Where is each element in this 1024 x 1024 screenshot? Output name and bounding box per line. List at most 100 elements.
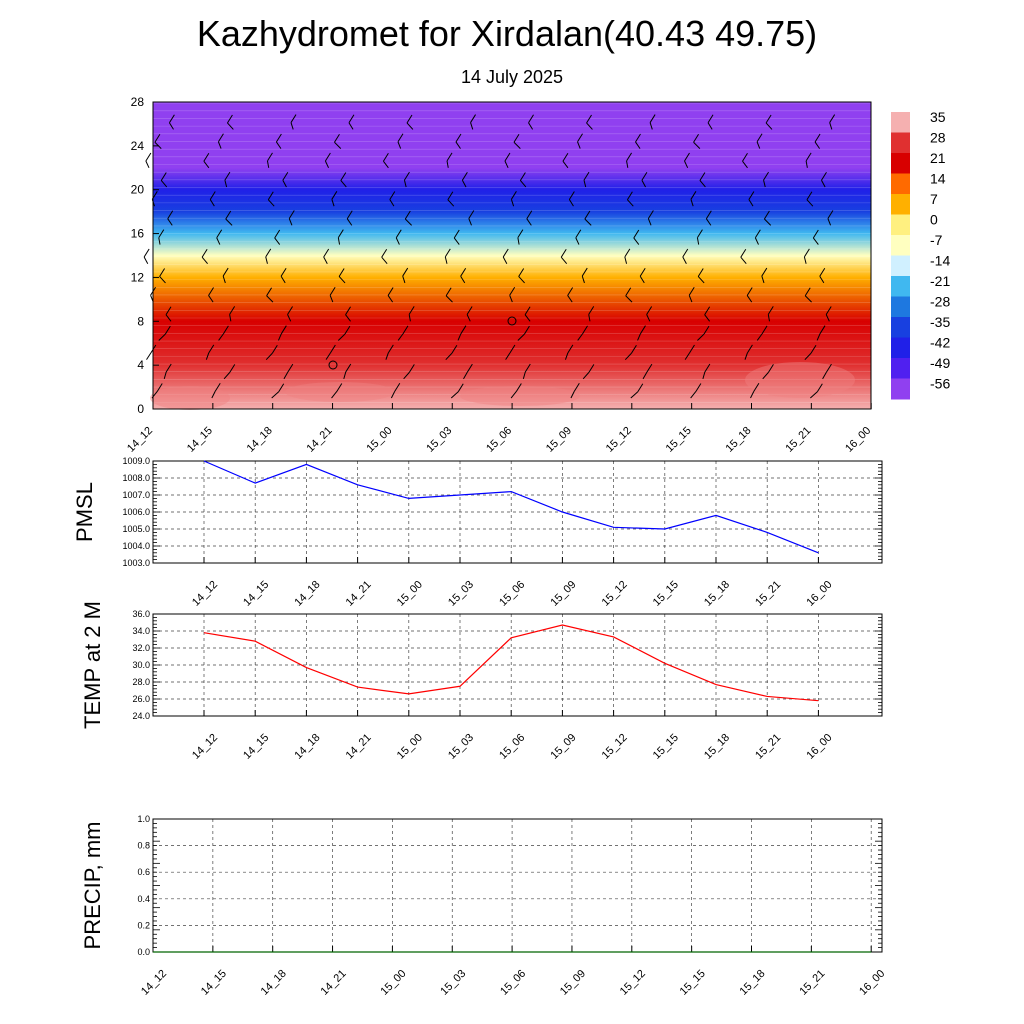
barb-shaft xyxy=(705,218,712,226)
wind-barb xyxy=(340,172,347,188)
wind-barb xyxy=(526,210,533,226)
wind-barb xyxy=(334,133,342,149)
barb-shaft xyxy=(696,237,700,245)
barb-feather xyxy=(562,152,569,162)
barb-feather xyxy=(143,248,150,258)
barb-feather xyxy=(216,229,223,239)
warm-blob xyxy=(460,386,580,406)
barb-feather xyxy=(466,306,473,315)
barb-feather xyxy=(705,210,712,219)
barb-shaft xyxy=(560,256,568,265)
barb-shaft xyxy=(222,275,226,284)
wind-barb xyxy=(143,248,150,264)
x-tick-label: 14_21 xyxy=(344,732,374,762)
wind-barb xyxy=(266,287,274,303)
barb-feather xyxy=(560,248,567,258)
barb-feather xyxy=(280,325,287,334)
colorbar-label: -28 xyxy=(930,294,950,310)
barb-feather xyxy=(460,267,467,277)
barb-feather xyxy=(387,344,394,354)
barb-feather xyxy=(816,383,823,393)
barb-shaft xyxy=(211,391,216,399)
barb-shaft xyxy=(684,352,690,360)
x-tick-label: 15_12 xyxy=(604,425,634,455)
barb-shaft xyxy=(513,141,521,149)
wind-barb xyxy=(624,248,631,264)
x-tick-label: 15_00 xyxy=(395,732,425,762)
y-tick-label: 34.0 xyxy=(132,626,150,636)
wind-barb xyxy=(582,364,595,380)
barb-feather xyxy=(331,191,338,200)
wind-barb xyxy=(338,268,346,284)
panel-frame xyxy=(152,818,883,953)
barb-shaft xyxy=(402,275,406,284)
barb-shaft xyxy=(324,160,330,168)
barb-feather xyxy=(345,363,352,373)
barb-feather xyxy=(640,325,646,334)
barb-feather xyxy=(637,383,644,393)
barb-shaft xyxy=(282,180,287,188)
x-tick-label: 15_18 xyxy=(702,732,732,762)
barb-shaft xyxy=(290,122,294,130)
barb-feather xyxy=(266,287,273,296)
barb-shaft xyxy=(275,141,282,149)
wind-barb xyxy=(275,133,282,149)
barb-feather xyxy=(502,248,509,258)
wind-barb xyxy=(288,210,295,226)
wind-barb xyxy=(406,114,414,130)
barb-feather xyxy=(334,133,340,143)
wind-barb xyxy=(509,287,516,303)
barb-feather xyxy=(340,172,347,181)
wind-barb xyxy=(218,325,229,341)
colorbar-swatch xyxy=(891,173,910,195)
wind-barb xyxy=(403,171,410,188)
line-panel-3 xyxy=(152,818,883,953)
wind-barb xyxy=(641,171,648,188)
barb-feather xyxy=(742,152,748,162)
x-tick-label: 15_03 xyxy=(446,579,476,609)
barb-shaft xyxy=(702,371,706,379)
barb-shaft xyxy=(564,352,569,360)
barb-shaft xyxy=(742,160,748,169)
wind-barb xyxy=(748,191,755,207)
barb-shaft xyxy=(810,391,818,399)
wind-barb xyxy=(337,325,351,341)
barb-shaft xyxy=(143,256,149,264)
wind-barb xyxy=(267,191,275,207)
colorbar-swatch xyxy=(891,112,910,133)
barb-shaft xyxy=(334,141,342,149)
barb-shaft xyxy=(455,141,461,149)
barb-shaft xyxy=(208,295,214,303)
barb-shaft xyxy=(704,314,711,322)
barb-feather xyxy=(336,383,343,392)
colorbar-label: -49 xyxy=(930,355,950,371)
wind-barb xyxy=(819,267,826,284)
wind-barb xyxy=(688,287,695,303)
barb-shaft xyxy=(642,371,648,380)
barb-shaft xyxy=(159,276,166,284)
barb-shaft xyxy=(403,179,407,188)
barb-shaft xyxy=(266,160,270,168)
barb-feather xyxy=(707,114,714,123)
barb-feather xyxy=(524,363,531,373)
wind-barb xyxy=(765,114,773,130)
y-tick-label: 0.2 xyxy=(137,920,150,930)
barb-shaft xyxy=(265,352,273,361)
wind-barb xyxy=(704,306,711,322)
barb-shaft xyxy=(761,275,765,284)
wind-barb xyxy=(385,344,394,360)
panel-ylabel: TEMP at 2 M xyxy=(80,601,105,729)
wind-barb xyxy=(387,287,394,303)
wind-barb xyxy=(445,344,458,361)
colorbar-swatch xyxy=(891,153,910,174)
barb-feather xyxy=(160,172,167,181)
wind-barb xyxy=(633,229,640,245)
barb-shaft xyxy=(145,160,150,168)
barb-feather xyxy=(582,325,588,335)
wind-barb xyxy=(505,344,516,360)
barb-feather xyxy=(460,325,467,334)
barb-shaft xyxy=(445,352,453,361)
colorbar-label: -42 xyxy=(930,335,950,351)
heatmap-contours xyxy=(153,102,871,403)
x-tick-label: 15_09 xyxy=(548,579,578,609)
